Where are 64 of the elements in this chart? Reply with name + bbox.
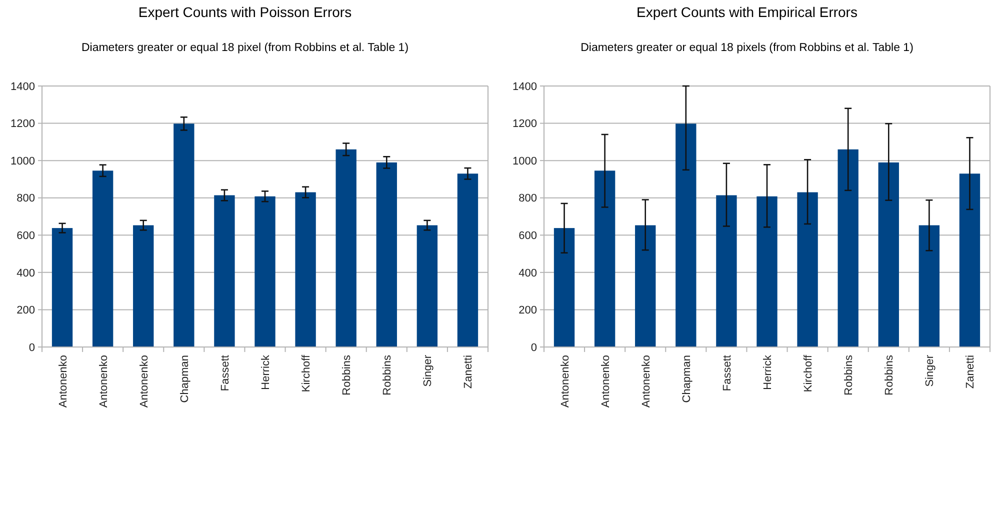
y-tick-label: 400 <box>518 267 537 280</box>
bar <box>676 124 696 347</box>
bar <box>214 195 235 347</box>
x-tick-label: Herrick <box>762 354 774 390</box>
chart-subtitle: Diameters greater or equal 18 pixels (from Robbins et al. Table 1) <box>580 42 914 54</box>
x-tick-label: Chapman <box>178 355 191 403</box>
x-tick-label: Robbins <box>843 354 856 396</box>
bar <box>959 174 980 347</box>
chart-title: Expert Counts with Empirical Errors <box>636 4 858 20</box>
y-tick-label: 1000 <box>512 155 537 168</box>
y-tick-label: 1200 <box>512 118 537 130</box>
bar <box>716 195 737 347</box>
chart-subtitle: Diameters greater or equal 18 pixel (from Robbins et al. Table 1) <box>81 42 409 54</box>
x-tick-label: Fassett <box>219 355 232 392</box>
bar <box>416 225 438 347</box>
x-tick-label: Zanetti <box>462 355 475 389</box>
y-tick-label: 0 <box>28 342 35 354</box>
bar <box>756 196 778 347</box>
x-tick-label: Kirchoff <box>802 354 815 392</box>
y-tick-label: 800 <box>16 192 35 205</box>
bar <box>918 225 940 347</box>
y-tick-label: 600 <box>16 230 35 242</box>
x-tick-label: Zanetti <box>964 355 977 389</box>
x-tick-label: Antonenko <box>57 355 70 408</box>
x-tick-label: Robbins <box>382 354 394 396</box>
y-tick-label: 1200 <box>10 118 35 130</box>
x-tick-label: Robbins <box>884 354 896 396</box>
bar <box>295 192 316 347</box>
y-tick-label: 200 <box>16 304 35 317</box>
bar <box>594 170 616 347</box>
x-tick-label: Kirchoff <box>300 354 313 392</box>
x-tick-label: Singer <box>422 354 434 387</box>
bar <box>878 162 899 347</box>
y-tick-label: 400 <box>16 267 35 280</box>
y-tick-label: 1400 <box>512 80 537 93</box>
bar <box>838 149 858 347</box>
bar <box>376 162 397 347</box>
bar <box>797 192 818 347</box>
bar <box>457 174 478 347</box>
bar <box>336 149 356 347</box>
x-tick-label: Herrick <box>260 354 272 390</box>
bar <box>133 225 154 347</box>
y-tick-label: 1400 <box>10 80 35 93</box>
x-tick-label: Antonenko <box>98 355 110 408</box>
x-tick-label: Antonenko <box>640 355 652 408</box>
bar <box>92 170 114 347</box>
bar <box>554 228 575 347</box>
x-tick-label: Antonenko <box>138 355 150 408</box>
bar <box>254 196 276 347</box>
y-tick-label: 1000 <box>10 155 35 168</box>
x-tick-label: Singer <box>924 354 936 387</box>
y-tick-label: 800 <box>518 192 537 205</box>
bar <box>52 228 73 347</box>
y-tick-label: 200 <box>518 304 537 317</box>
x-tick-label: Antonenko <box>559 355 572 408</box>
x-tick-label: Antonenko <box>600 355 612 408</box>
bar <box>174 124 194 347</box>
chart-title: Expert Counts with Poisson Errors <box>138 4 352 20</box>
y-tick-label: 600 <box>518 230 537 242</box>
x-tick-label: Robbins <box>341 354 354 396</box>
bar <box>635 225 656 347</box>
x-tick-label: Chapman <box>680 355 693 403</box>
x-tick-label: Fassett <box>721 355 734 392</box>
y-tick-label: 0 <box>530 342 537 354</box>
